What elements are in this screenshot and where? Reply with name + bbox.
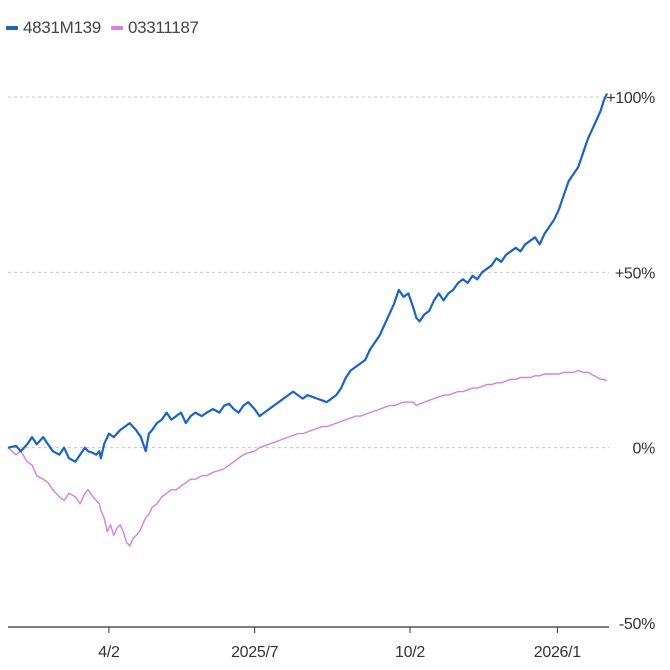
x-tick-label: 2026/1	[534, 644, 582, 661]
y-tick-label: -50%	[619, 616, 655, 633]
gridlines	[8, 96, 609, 449]
series-line-2	[7, 369, 608, 547]
legend-item-series-2[interactable]: 03311187	[110, 18, 199, 38]
series-1-label: 4831M139	[23, 18, 101, 37]
x-axis-ticks: 4/2 2025/7 10/2 2026/1	[98, 627, 582, 661]
series-lines	[7, 93, 609, 547]
x-tick-label: 4/2	[98, 644, 120, 661]
y-tick-label: +100%	[606, 90, 655, 107]
y-tick-label: 0%	[632, 441, 655, 458]
y-tick-label: +50%	[615, 265, 655, 282]
x-tick-label: 10/2	[395, 644, 425, 661]
series-2-label: 03311187	[127, 18, 199, 37]
series-1-swatch	[6, 26, 18, 30]
legend-item-series-1[interactable]: 4831M139	[6, 18, 101, 38]
x-tick-label: 2025/7	[231, 644, 279, 661]
y-axis-ticks: +100% +50% 0% -50%	[606, 90, 655, 633]
series-line-1	[7, 93, 609, 463]
series-2-swatch	[110, 26, 123, 30]
legend: 4831M139 03311187	[6, 18, 203, 38]
